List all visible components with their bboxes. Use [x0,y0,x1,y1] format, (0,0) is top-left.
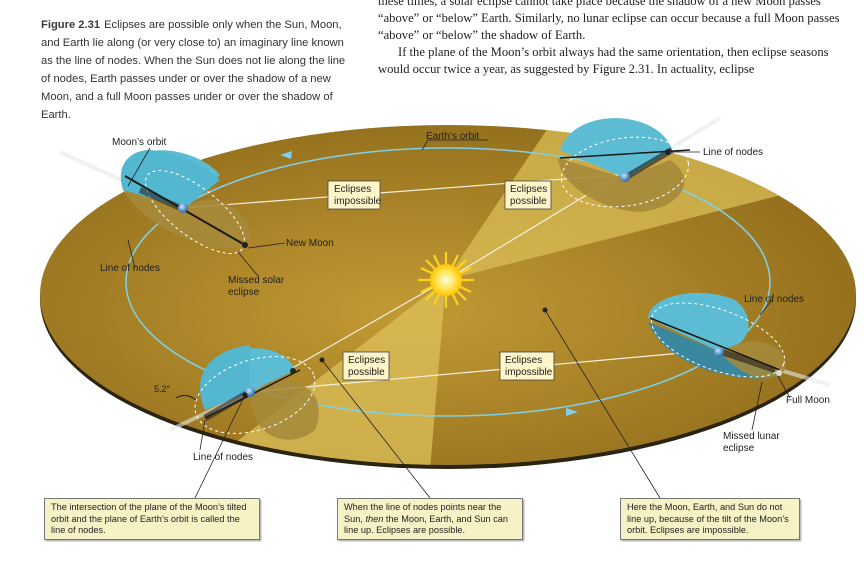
full-moon-icon [776,370,782,376]
leader-dot [319,357,325,363]
note-left-text: The intersection of the plane of the Moo… [51,502,247,535]
leader-dot [242,392,248,398]
eclipses-box-2: Eclipses possible [504,180,552,210]
box4-line2: impossible [505,367,553,378]
new-moon-label: New Moon [286,238,334,249]
box3-line2: possible [348,367,385,378]
moon-orbit-upper-left [59,150,251,254]
sun-line-lower [249,349,716,393]
line-of-nodes-label-right: Line of nodes [744,294,804,305]
line-of-nodes-label-left: Line of nodes [100,263,160,274]
figure-caption: Figure 2.31 Eclipses are possible only wh… [41,16,346,124]
note-middle-text-2: the Moon, Earth, and Sun can line up. Ec… [344,513,508,536]
moon-icon [665,149,671,155]
note-eclipses-possible: When the line of nodes points near the S… [337,498,523,540]
note-line-of-nodes: The intersection of the plane of the Moo… [44,498,260,540]
full-moon-label: Full Moon [786,395,830,406]
earth-icon [178,203,188,213]
note-middle-text-1: When the line of nodes points near the S… [344,502,502,524]
note-middle-emphasis: then [365,513,384,524]
body-paragraph-2: If the plane of the Moon’s orbit always … [378,45,829,76]
missed-lunar-label-1: Missed lunar [723,431,780,442]
moon-orbit-upper-right [558,116,722,212]
earth-icon [714,347,724,357]
orbit-arrow-icon [280,151,292,159]
figure-number: Figure 2.31 [41,19,101,31]
moon-icon [290,368,296,374]
box2-line2: possible [510,196,547,207]
eclipses-box-4: Eclipses impossible [499,351,555,381]
moon-orbit-lower-left [169,345,319,440]
earth-orbit-path [125,147,771,417]
caption-text: Eclipses are possible only when the Sun,… [41,19,346,121]
missed-solar-label-2: eclipse [228,287,260,298]
note-right-text: Here the Moon, Earth, and Sun do not lin… [627,502,789,535]
earth-icon [620,172,630,182]
angle-label: 5.2° [154,384,171,394]
new-moon-icon [242,242,248,248]
box2-line1: Eclipses [510,184,547,195]
earth-icon [245,387,255,397]
orbit-arrow-icon [566,408,578,416]
box4-line1: Eclipses [505,355,542,366]
earths-orbit-label: Earth’s orbit [426,131,479,142]
box3-line1: Eclipses [348,355,385,366]
missed-solar-label-1: Missed solar [228,275,285,286]
note-eclipses-impossible: Here the Moon, Earth, and Sun do not lin… [620,498,800,540]
sun-icon [418,252,474,308]
body-paragraph-1: these times, a solar eclipse cannot take… [378,0,840,42]
body-text: these times, a solar eclipse cannot take… [378,0,858,78]
box1-line2: impossible [334,196,382,207]
sun-line-upper [181,173,631,209]
line-of-nodes-label-bottom: Line of nodes [193,452,253,463]
eclipses-box-1: Eclipses impossible [327,180,382,210]
leader-lines [127,139,791,499]
missed-lunar-label-2: eclipse [723,443,755,454]
moon-orbit-right [648,292,831,387]
line-of-nodes-label-top-right: Line of nodes [703,147,763,158]
box1-line1: Eclipses [334,184,371,195]
leader-dot [542,307,548,313]
angle-arc [175,394,197,401]
moons-orbit-label: Moon’s orbit [112,137,167,148]
eclipses-box-3: Eclipses possible [342,351,390,381]
